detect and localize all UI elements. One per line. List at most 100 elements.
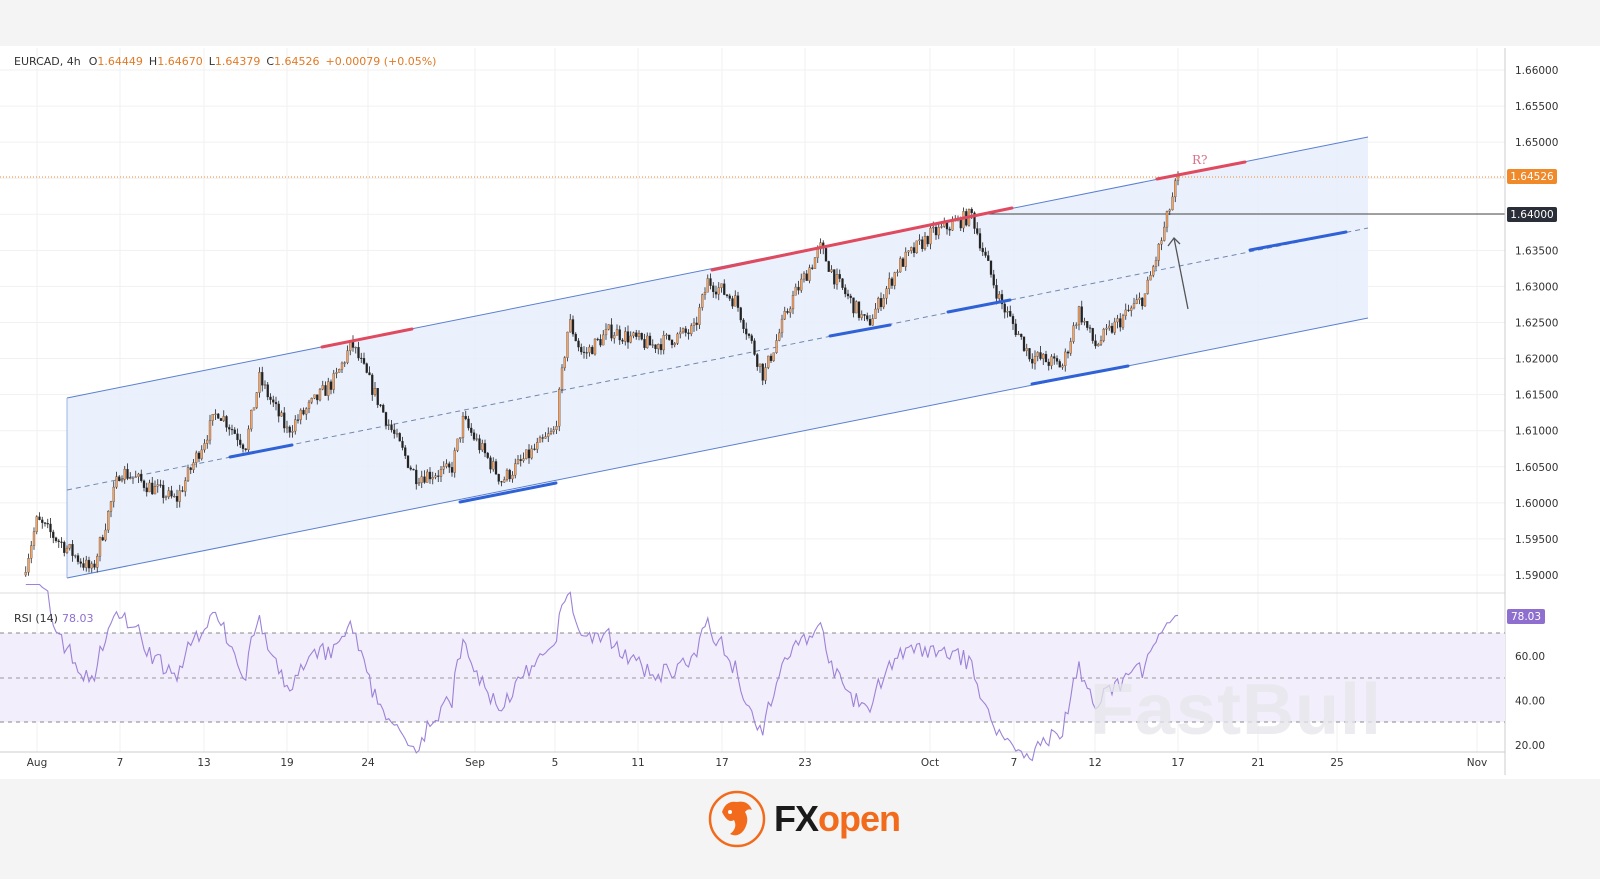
candle-up [35, 516, 38, 532]
candle-down [1058, 361, 1061, 368]
candle-down [269, 396, 272, 400]
support-mark[interactable] [946, 298, 1012, 314]
candle-down [428, 471, 432, 480]
candle-up [522, 458, 525, 461]
candle-up [530, 448, 533, 459]
candle-down [489, 457, 492, 470]
candle-down [1055, 358, 1059, 362]
candle-up [65, 547, 69, 553]
candle-up [860, 314, 863, 318]
candle-down [486, 452, 489, 458]
candle-down [71, 544, 74, 556]
candle-down [384, 412, 388, 426]
support-mark[interactable] [828, 323, 892, 338]
symbol-name: EURCAD, 4h [14, 55, 81, 68]
candle-down [811, 267, 814, 269]
candle-up [373, 388, 377, 395]
candle-down [360, 357, 363, 359]
candle-up [1050, 356, 1053, 366]
candle-up [679, 331, 682, 335]
candle-down [197, 452, 201, 459]
candle-down [228, 427, 231, 430]
rsi-axis[interactable]: 60.00 40.00 20.00 [1515, 651, 1545, 752]
candle-down [987, 255, 990, 261]
rsi-legend[interactable]: RSI (14) 78.03 [14, 612, 93, 625]
candle-up [1160, 240, 1163, 245]
candle-up [910, 247, 913, 251]
candle-down [283, 412, 286, 429]
candle-up [764, 367, 767, 381]
support-mark[interactable] [1248, 230, 1348, 252]
symbol-legend[interactable]: EURCAD, 4h O1.64449 H1.64670 L1.64379 C1.645… [14, 55, 442, 68]
candle-down [866, 315, 869, 320]
candle-up [214, 413, 217, 415]
candle-down [786, 311, 789, 313]
resistance-mark[interactable] [1155, 160, 1247, 181]
candle-up [555, 426, 558, 430]
support-mark[interactable] [458, 481, 558, 504]
candle-up [255, 392, 258, 408]
candle-down [415, 469, 418, 485]
candle-down [1141, 297, 1144, 307]
candle-down [684, 328, 687, 333]
candle-down [901, 258, 905, 267]
candle-up [835, 274, 839, 285]
candle-up [417, 482, 421, 485]
candle-down [79, 561, 82, 564]
time-axis[interactable]: Aug 7 13 19 24 Sep 5 11 17 23 Oct 7 12 17 21 25 Nov [27, 757, 1488, 769]
candle-up [899, 258, 902, 273]
candle-up [1077, 306, 1081, 326]
candle-up [1113, 321, 1116, 333]
candle-up [783, 311, 786, 320]
watermark: FastBull [1090, 670, 1383, 750]
rsi-value-badge [1507, 609, 1545, 624]
candle-down [288, 426, 291, 433]
price-tick-label: 1.65000 [1515, 137, 1558, 149]
candle-up [112, 486, 115, 502]
candle-down [852, 297, 855, 314]
resistance-mark[interactable] [320, 327, 414, 349]
candle-down [984, 251, 987, 256]
candle-up [885, 288, 888, 299]
resistance-mark[interactable] [710, 206, 1014, 272]
candle-down [849, 295, 852, 298]
candle-up [1033, 356, 1037, 364]
time-tick-label: Aug [27, 757, 48, 769]
candle-down [976, 228, 979, 234]
candle-down [890, 278, 894, 286]
candle-down [261, 372, 264, 386]
candle-up [503, 479, 506, 483]
candle-up [588, 346, 591, 353]
candle-up [657, 344, 660, 350]
time-tick-label: 17 [1171, 757, 1184, 769]
candle-up [604, 329, 608, 336]
candle-down [797, 286, 800, 291]
price-tick-label: 1.65500 [1515, 101, 1558, 113]
price-axis[interactable]: 1.66000 1.65500 1.65000 1.63500 1.63000 1.625… [1515, 65, 1558, 582]
candle-up [525, 449, 528, 459]
candle-down [725, 294, 729, 296]
candle-up [291, 430, 294, 433]
candle-down [728, 295, 731, 299]
candle-up [98, 537, 102, 557]
candle-down [472, 432, 476, 440]
candle-up [662, 334, 665, 351]
arrow-annotation[interactable] [1167, 237, 1189, 310]
candle-down [401, 440, 404, 448]
candle-down [382, 404, 385, 413]
candle-down [236, 433, 239, 441]
support-mark[interactable] [228, 443, 294, 459]
candle-up [703, 292, 707, 295]
support-mark[interactable] [1030, 364, 1130, 386]
candle-up [563, 357, 566, 369]
candle-down [175, 496, 179, 502]
candle-up [115, 476, 118, 488]
candle-up [104, 529, 107, 541]
candle-down [824, 248, 828, 262]
channel-lower-line[interactable] [66, 317, 1369, 579]
candle-up [184, 480, 187, 492]
logo-text-fx: FX [774, 798, 819, 839]
candle-up [475, 438, 478, 440]
candle-up [123, 468, 126, 480]
